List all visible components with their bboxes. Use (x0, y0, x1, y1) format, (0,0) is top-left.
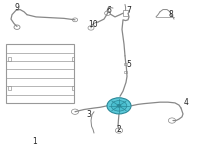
Text: 1: 1 (33, 137, 37, 146)
Text: 7: 7 (127, 6, 131, 15)
Bar (72, 86, 74, 90)
Text: 3: 3 (87, 110, 91, 119)
Bar (8, 57, 11, 61)
Ellipse shape (107, 98, 131, 114)
Text: 9: 9 (15, 3, 19, 12)
Bar (6, 44, 74, 103)
Text: 10: 10 (88, 20, 98, 30)
Circle shape (117, 105, 121, 107)
Ellipse shape (111, 101, 127, 111)
Bar (72, 57, 74, 61)
Text: 6: 6 (107, 6, 111, 15)
Bar (123, 10, 128, 16)
Text: 2: 2 (117, 125, 121, 134)
Bar (8, 86, 11, 90)
Text: 5: 5 (127, 60, 131, 69)
Text: 4: 4 (184, 98, 188, 107)
Bar (124, 71, 127, 73)
Text: 8: 8 (169, 10, 173, 19)
Bar (124, 63, 127, 65)
